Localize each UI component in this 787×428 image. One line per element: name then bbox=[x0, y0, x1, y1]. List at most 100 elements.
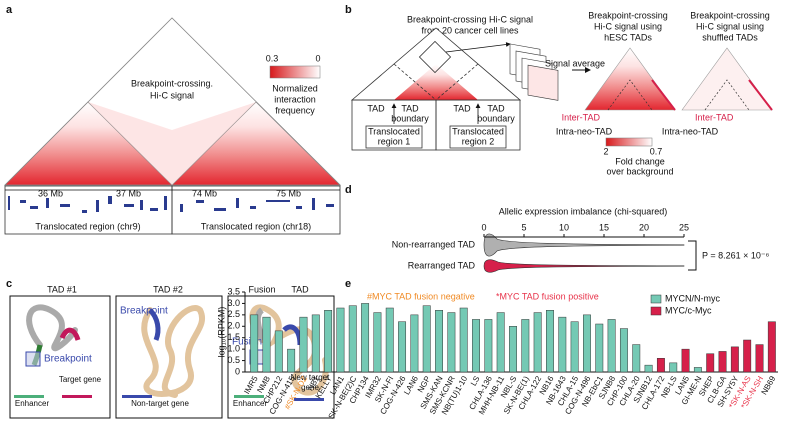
breakpoint-label: Breakpoint bbox=[44, 354, 92, 365]
boundary-label: TAD bbox=[487, 103, 505, 113]
chromatin bbox=[26, 304, 78, 352]
legend-label: MYCN/N-myc bbox=[665, 293, 720, 303]
label: Enhancer bbox=[15, 399, 50, 408]
gene bbox=[59, 327, 81, 341]
x-tick-label: LS bbox=[469, 375, 482, 388]
bar bbox=[570, 321, 579, 373]
category-label: Non-rearranged TAD bbox=[392, 239, 476, 249]
panel-a: Breakpoint-crossing. Hi-C signal 0.3 0 N… bbox=[4, 17, 341, 235]
gene bbox=[148, 308, 161, 341]
bar bbox=[435, 310, 443, 373]
label: Target gene bbox=[59, 375, 102, 384]
bar bbox=[607, 319, 616, 373]
y-tick-label: 3.0 bbox=[227, 298, 240, 308]
bar bbox=[632, 344, 641, 373]
bar bbox=[669, 362, 678, 373]
bar bbox=[656, 358, 665, 373]
coordinate-label: 37 Mb bbox=[116, 188, 141, 198]
boundary-label: boundary bbox=[391, 113, 429, 123]
arrow bbox=[445, 42, 511, 53]
bar bbox=[583, 314, 591, 373]
legend-swatch bbox=[234, 395, 264, 398]
x-tick-label: 20 bbox=[639, 222, 649, 232]
boundary-label: TAD bbox=[401, 103, 419, 113]
bar bbox=[743, 339, 752, 373]
y-tick-label: 0 bbox=[235, 366, 240, 376]
breakpoint-label: Fusion bbox=[232, 337, 262, 348]
bar bbox=[718, 351, 727, 373]
panel-label: e bbox=[345, 278, 351, 290]
bar bbox=[521, 319, 530, 373]
colorbar-label: 2 bbox=[603, 146, 608, 156]
panel-label: b bbox=[345, 4, 352, 16]
bar bbox=[558, 316, 567, 373]
legend-swatch bbox=[650, 294, 662, 304]
colorbar-title: frequency bbox=[275, 105, 315, 115]
bar bbox=[619, 328, 628, 373]
bar bbox=[336, 307, 345, 373]
region-box bbox=[435, 99, 521, 151]
annotation: P = 8.261 × 10⁻⁶ bbox=[702, 250, 770, 260]
bar bbox=[385, 307, 394, 373]
inter-tad-label: Inter-TAD bbox=[562, 112, 601, 122]
colorbar bbox=[605, 137, 653, 147]
bar bbox=[373, 312, 382, 373]
bar bbox=[459, 307, 468, 373]
colorbar-title: Normalized bbox=[272, 83, 318, 93]
annotation: #MYC TAD fusion negative bbox=[367, 291, 475, 301]
panel-b: Breakpoint-crossing Hi-C signal from 20 … bbox=[350, 10, 773, 176]
panel-d: Allelic expression imbalance (chi-square… bbox=[392, 206, 770, 273]
bar bbox=[361, 303, 370, 373]
bar bbox=[422, 305, 431, 373]
genes bbox=[8, 196, 334, 213]
colorbar-label: 0.7 bbox=[650, 146, 663, 156]
inter-tad-edge bbox=[651, 79, 676, 111]
y-tick-label: 0.5 bbox=[227, 355, 240, 365]
chromatin bbox=[254, 307, 265, 341]
region-label: Translocated region (chr9) bbox=[35, 221, 140, 231]
bar bbox=[262, 316, 271, 373]
violin bbox=[483, 233, 685, 257]
panel-label: d bbox=[345, 184, 352, 196]
y-tick-label: 1.0 bbox=[227, 344, 240, 354]
bar bbox=[398, 321, 407, 373]
x-tick-label: 15 bbox=[599, 222, 609, 232]
panel-subtitle: Breakpoint-crossing bbox=[588, 10, 668, 20]
legend-swatch bbox=[14, 395, 44, 398]
window bbox=[418, 40, 452, 74]
heatmap bbox=[394, 64, 478, 100]
colorbar bbox=[269, 65, 321, 79]
panel-label: c bbox=[6, 278, 12, 290]
label: Non-target gene bbox=[131, 399, 189, 408]
box-title: TAD #1 bbox=[47, 284, 77, 294]
region-box bbox=[449, 125, 507, 149]
panel-title: from 20 cancer cell lines bbox=[421, 25, 519, 35]
region-label: region 2 bbox=[462, 136, 495, 146]
bar bbox=[767, 321, 776, 373]
x-tick-label: 25 bbox=[679, 222, 689, 232]
x-tick-label: 10 bbox=[559, 222, 569, 232]
bar bbox=[299, 316, 308, 373]
heatmap bbox=[681, 47, 773, 111]
panel-e: 00.51.0 1.52.0 2.53.0 3.5 log₁₀(RPKM) #MYC TA… bbox=[216, 286, 778, 421]
colorbar-title: Fold change bbox=[615, 156, 665, 166]
bar bbox=[472, 319, 480, 373]
bar bbox=[311, 314, 320, 373]
box-title: TAD #2 bbox=[153, 284, 183, 294]
legend-swatch bbox=[294, 398, 324, 401]
x-tick-label: 5 bbox=[521, 222, 526, 232]
bar bbox=[287, 348, 296, 373]
annotation: Breakpoint-crossing. bbox=[131, 78, 213, 88]
y-axis-label: log₁₀(RPKM) bbox=[216, 307, 226, 358]
y-tick-label: 2.5 bbox=[227, 309, 240, 319]
bar bbox=[693, 367, 702, 373]
boundary-label: boundary bbox=[477, 113, 515, 123]
panel-subtitle: Breakpoint-crossing bbox=[690, 10, 770, 20]
panel-subtitle: Hi-C signal using bbox=[696, 21, 764, 31]
intra-label: Intra-neo-TAD bbox=[556, 126, 613, 136]
tad-line bbox=[704, 79, 750, 111]
label: gene bbox=[301, 383, 319, 392]
annotation: Signal average bbox=[545, 58, 605, 68]
